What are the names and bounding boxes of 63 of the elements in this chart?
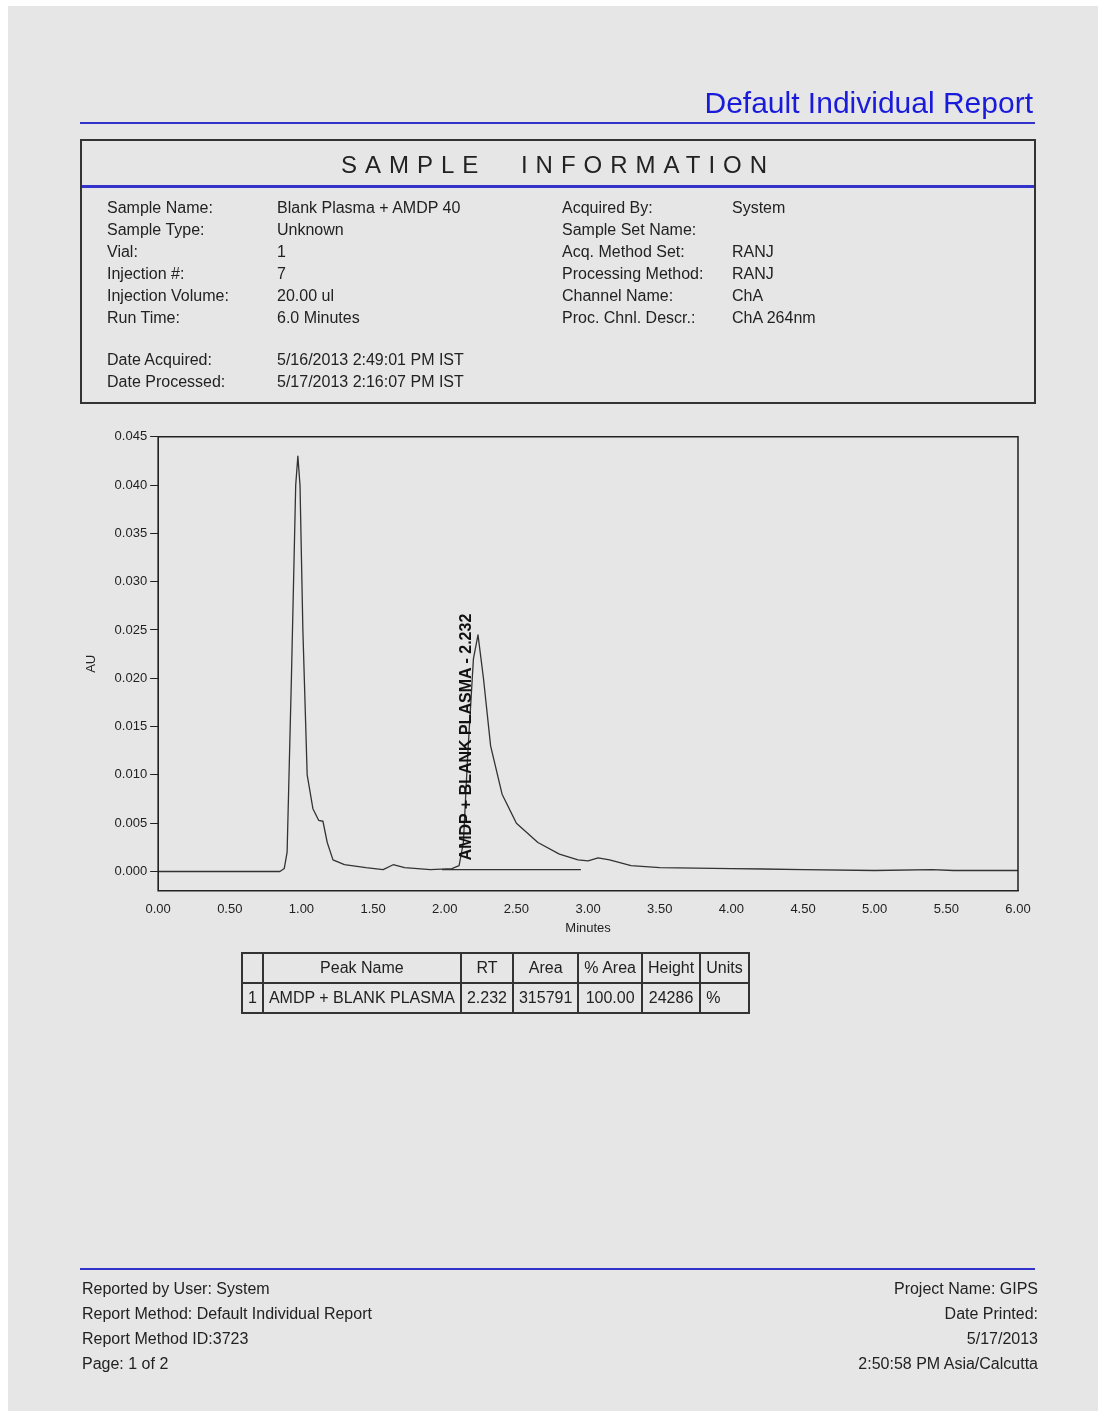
- x-tick-label: 2.50: [503, 901, 530, 917]
- y-tick-label: 0.040: [114, 476, 148, 492]
- text: % Area: [578, 953, 642, 983]
- y-tick-label: 0.025: [114, 621, 148, 637]
- text: Reported by User: System: [82, 1279, 271, 1299]
- text: AMDP + BLANK PLASMA: [262, 983, 461, 1013]
- x-tick-label: 1.50: [360, 901, 386, 917]
- text: %: [700, 983, 749, 1013]
- text: Vial: 1: [107, 243, 286, 260]
- text: 2:50:58 PM Asia/Calcutta: [857, 1354, 1038, 1374]
- x-tick-label: 3.00: [575, 901, 601, 917]
- text: Acq. Method Set: RANJ: [562, 243, 774, 260]
- annotation: AMDP + BLANK PLASMA - 2.232: [457, 613, 475, 861]
- text: Sample Type: Unknown: [107, 221, 344, 238]
- text: Units: [700, 953, 749, 983]
- chart-title: Default Individual Report: [703, 86, 1033, 120]
- text: Date Printed:: [943, 1304, 1038, 1324]
- text: Injection #: 7: [107, 265, 286, 282]
- y-tick-label: 0.000: [114, 863, 148, 879]
- y-tick-label: 0.005: [114, 814, 148, 830]
- text: Peak Name: [262, 953, 461, 983]
- text: Proc. Chnl. Descr.: ChA 264nm: [562, 309, 816, 326]
- text: Injection Volume: 20.00 ul: [107, 287, 334, 304]
- text: Date Processed: 5/17/2013 2:16:07 PM IST: [107, 373, 464, 390]
- y-tick-label: 0.020: [114, 669, 148, 685]
- x-tick-label: 4.00: [718, 901, 745, 917]
- x-tick-label: 5.50: [933, 901, 959, 917]
- text: 2.232: [460, 983, 513, 1013]
- x-tick-label: 5.00: [862, 901, 888, 917]
- chart-subtitle: SAMPLE INFORMATION: [339, 151, 777, 180]
- text: Page: 1 of 2: [82, 1354, 170, 1374]
- x-tick-label: 2.00: [432, 901, 458, 917]
- text: Report Method ID:3723: [82, 1329, 250, 1349]
- text: RT: [460, 953, 513, 983]
- text: 315791: [512, 983, 579, 1013]
- text: Sample Name: Blank Plasma + AMDP 40: [107, 199, 461, 216]
- text: 1: [242, 983, 263, 1013]
- text: Area: [512, 953, 579, 983]
- y-tick-label: 0.015: [114, 718, 148, 734]
- x-axis-title: Minutes: [565, 919, 612, 935]
- y-tick-label: 0.035: [114, 524, 148, 540]
- text: 100.00: [578, 983, 642, 1013]
- x-tick-label: 1.00: [288, 901, 315, 917]
- text: 24286: [641, 983, 701, 1013]
- x-tick-label: 0.50: [217, 901, 243, 917]
- text: 5/17/2013: [965, 1329, 1038, 1349]
- text: Project Name: GIPS: [892, 1279, 1038, 1299]
- y-tick-label: 0.045: [114, 428, 148, 444]
- x-tick-label: 6.00: [1005, 901, 1031, 917]
- text: Sample Set Name:: [562, 220, 698, 240]
- text: Channel Name: ChA: [562, 287, 764, 304]
- text: Acquired By: System: [562, 199, 786, 216]
- text: Processing Method: RANJ: [562, 265, 774, 282]
- text: Height: [641, 953, 701, 983]
- text: Report Method: Default Individual Report: [82, 1304, 372, 1324]
- x-tick-label: 3.50: [647, 901, 673, 917]
- text: Run Time: 6.0 Minutes: [107, 309, 360, 326]
- y-axis-title: AU: [83, 654, 99, 673]
- x-tick-label: 4.50: [790, 901, 816, 917]
- y-tick-label: 0.010: [114, 766, 148, 782]
- x-tick-label: 0.00: [145, 901, 171, 917]
- text: Date Acquired: 5/16/2013 2:49:01 PM IST: [107, 351, 464, 368]
- y-tick-label: 0.030: [114, 573, 148, 589]
